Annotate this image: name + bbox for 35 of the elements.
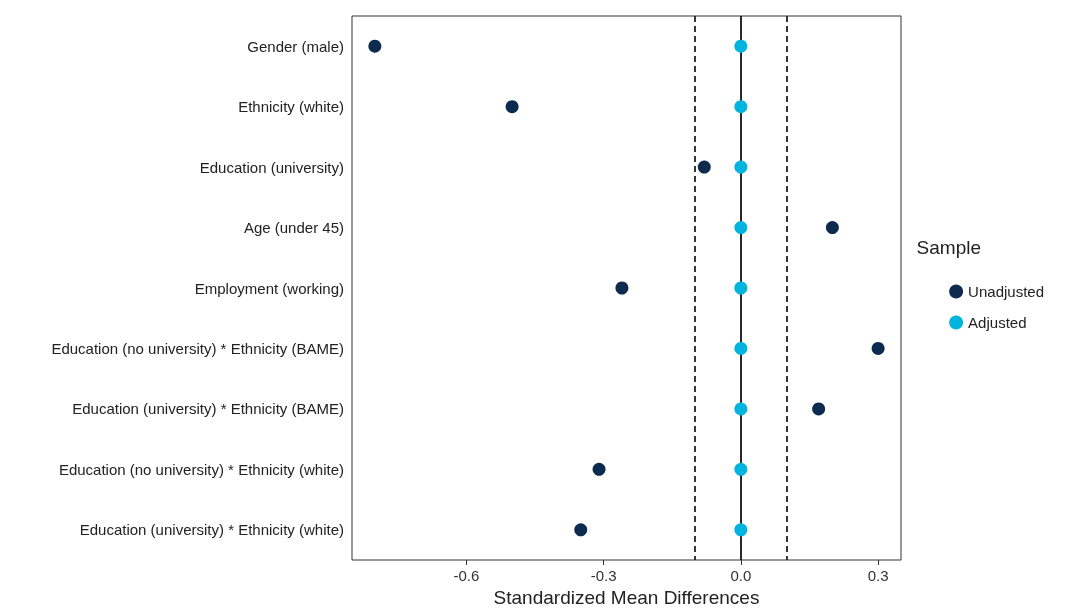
point — [734, 341, 748, 355]
point — [734, 281, 748, 295]
point — [734, 402, 748, 416]
y-tick-label: Age (under 45) — [243, 219, 344, 237]
point — [505, 100, 519, 114]
point — [825, 221, 839, 235]
point — [734, 100, 748, 114]
point — [592, 462, 606, 476]
y-tick-label: Education (university) — [199, 158, 344, 176]
x-tick-label: -0.3 — [590, 567, 617, 584]
point — [734, 462, 748, 476]
x-tick-label: 0.3 — [867, 567, 889, 584]
point — [368, 39, 382, 53]
y-tick-label: Employment (working) — [194, 279, 344, 297]
y-tick-label: Education (university) * Ethnicity (BAME) — [72, 400, 344, 418]
point — [734, 39, 748, 53]
y-tick-label: Ethnicity (white) — [238, 98, 344, 116]
point — [871, 341, 885, 355]
y-tick-label: Gender (male) — [247, 37, 344, 55]
point — [734, 523, 748, 537]
x-tick-label: 0.0 — [730, 567, 752, 584]
point — [697, 160, 711, 174]
legend-label: Unadjusted — [968, 283, 1044, 300]
x-axis-title: Standardized Mean Differences — [493, 587, 760, 608]
y-tick-label: Education (no university) * Ethnicity (BAME) — [51, 339, 344, 357]
legend-title: Sample — [916, 237, 981, 258]
point — [734, 160, 748, 174]
point — [734, 221, 748, 235]
x-tick-label: -0.6 — [453, 567, 480, 584]
point — [812, 402, 826, 416]
y-tick-label: Education (university) * Ethnicity (white) — [79, 521, 344, 539]
legend-label: Adjusted — [968, 314, 1027, 331]
point — [574, 523, 588, 537]
point — [615, 281, 629, 295]
y-tick-label: Education (no university) * Ethnicity (white) — [58, 460, 344, 478]
